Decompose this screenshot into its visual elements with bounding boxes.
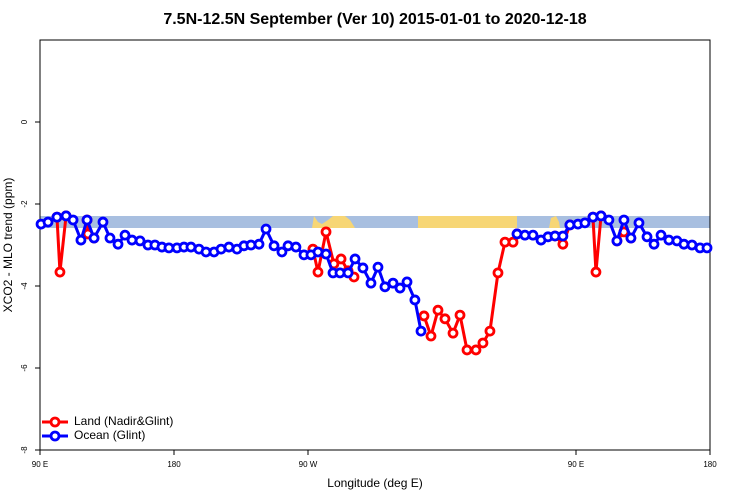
point (401, 276, 413, 288)
point (290, 241, 302, 253)
point (409, 294, 421, 306)
point (432, 304, 444, 316)
point (507, 236, 519, 248)
point (349, 253, 361, 265)
point (372, 261, 384, 273)
point (75, 234, 87, 246)
point (655, 229, 667, 241)
point (579, 217, 591, 229)
point (104, 232, 116, 244)
y-tick-label: -2 (20, 200, 29, 208)
point (335, 253, 347, 265)
point (461, 344, 473, 356)
point (477, 337, 489, 349)
point (557, 230, 569, 242)
x-tick-label: 90 E (568, 460, 584, 469)
point (97, 216, 109, 228)
point (492, 267, 504, 279)
point (415, 325, 427, 337)
legend-label: Ocean (Glint) (74, 428, 145, 442)
y-tick-label: -8 (20, 446, 29, 454)
point (276, 246, 288, 258)
point (447, 327, 459, 339)
point (701, 242, 713, 254)
point (365, 277, 377, 289)
point (527, 229, 539, 241)
series (35, 210, 713, 337)
point (454, 309, 466, 321)
point (51, 211, 63, 223)
point (590, 266, 602, 278)
point (67, 214, 79, 226)
point (595, 210, 607, 222)
land-region (418, 216, 517, 228)
point (648, 238, 660, 250)
land-mask (40, 216, 710, 228)
point (641, 231, 653, 243)
land-region (312, 216, 355, 228)
point (625, 232, 637, 244)
point (387, 277, 399, 289)
point (312, 266, 324, 278)
point (379, 281, 391, 293)
legend-marker (49, 430, 61, 442)
point (320, 248, 332, 260)
point (253, 238, 265, 250)
x-axis-label: Longitude (deg E) (327, 476, 422, 490)
legend-marker (49, 416, 61, 428)
series-line (40, 214, 708, 332)
point (268, 240, 280, 252)
point (357, 262, 369, 274)
point (112, 238, 124, 250)
point (603, 214, 615, 226)
point (425, 330, 437, 342)
point (439, 313, 451, 325)
point (42, 216, 54, 228)
y-axis-label: XCO2 - MLO trend (ppm) (1, 178, 15, 313)
x-tick-label: 90 E (32, 460, 48, 469)
land-region (549, 216, 560, 228)
x-tick-label: 180 (167, 460, 181, 469)
point (54, 266, 66, 278)
point (88, 232, 100, 244)
point (611, 235, 623, 247)
point (484, 325, 496, 337)
point (260, 223, 272, 235)
point (119, 229, 131, 241)
y-tick-label: -6 (20, 364, 29, 372)
point (418, 310, 430, 322)
ocean-band (40, 216, 710, 228)
point (470, 344, 482, 356)
x-tick-label: 90 W (299, 460, 318, 469)
point (633, 217, 645, 229)
x-tick-label: 180 (703, 460, 717, 469)
legend: Land (Nadir&Glint)Ocean (Glint) (42, 414, 173, 442)
point (320, 226, 332, 238)
y-tick-label: 0 (20, 119, 29, 124)
point (394, 282, 406, 294)
point (342, 267, 354, 279)
point (618, 214, 630, 226)
point (134, 235, 146, 247)
chart-title: 7.5N-12.5N September (Ver 10) 2015-01-01… (163, 11, 586, 28)
point (81, 214, 93, 226)
y-tick-label: -4 (20, 282, 29, 290)
legend-label: Land (Nadir&Glint) (74, 414, 173, 428)
